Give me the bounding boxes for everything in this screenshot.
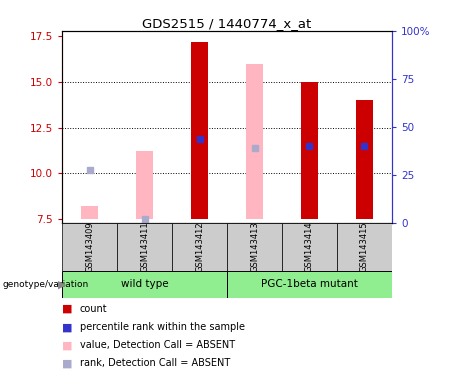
Text: ■: ■ [62,322,73,332]
Text: PGC-1beta mutant: PGC-1beta mutant [261,279,358,289]
Bar [246,64,263,219]
Text: GSM143413: GSM143413 [250,221,259,272]
Bar [282,223,337,271]
Text: value, Detection Call = ABSENT: value, Detection Call = ABSENT [80,340,235,350]
Bar [227,271,392,298]
Text: GSM143412: GSM143412 [195,222,204,272]
Text: rank, Detection Call = ABSENT: rank, Detection Call = ABSENT [80,358,230,368]
Bar [227,223,282,271]
Bar [337,223,392,271]
Bar [301,82,318,219]
Text: wild type: wild type [121,279,168,289]
Bar [172,223,227,271]
Text: GSM143414: GSM143414 [305,222,314,272]
Bar [117,223,172,271]
Bar [62,271,227,298]
Text: genotype/variation: genotype/variation [2,280,89,290]
Text: ■: ■ [62,340,73,350]
Bar [356,100,372,219]
Title: GDS2515 / 1440774_x_at: GDS2515 / 1440774_x_at [142,17,312,30]
Bar [191,42,208,219]
Bar [136,151,153,219]
Text: ■: ■ [62,304,73,314]
Text: ▶: ▶ [58,280,66,290]
Text: count: count [80,304,107,314]
Text: percentile rank within the sample: percentile rank within the sample [80,322,245,332]
Text: GSM143411: GSM143411 [140,222,149,272]
Text: GSM143409: GSM143409 [85,222,94,272]
Bar [62,223,117,271]
Bar [82,206,98,219]
Text: GSM143415: GSM143415 [360,222,369,272]
Text: ■: ■ [62,358,73,368]
